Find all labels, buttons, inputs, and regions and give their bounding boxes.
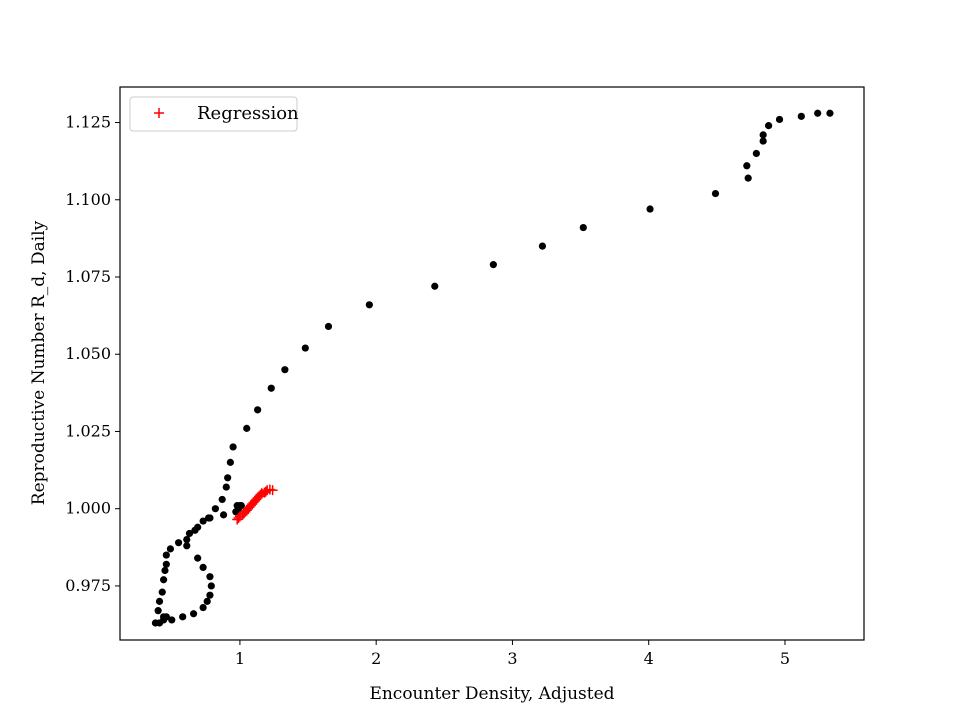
y-tick-label: 0.975 <box>65 576 111 595</box>
data-point <box>211 505 219 513</box>
data-point <box>229 443 237 451</box>
data-point <box>814 109 822 117</box>
data-point <box>199 517 207 525</box>
data-point <box>301 344 309 352</box>
regression-point <box>255 489 266 500</box>
data-point <box>161 566 169 575</box>
x-axis-ticks: 1 2 3 4 5 <box>235 640 790 668</box>
y-tick-label: 1.025 <box>65 421 111 440</box>
x-tick-label: 3 <box>507 649 517 668</box>
legend-box <box>129 96 298 132</box>
regression-point <box>260 486 271 497</box>
data-point <box>243 424 251 432</box>
data-point <box>154 607 162 615</box>
legend: Regression <box>129 96 299 132</box>
data-point <box>579 223 587 232</box>
data-point <box>431 282 439 290</box>
y-tick-label: 1.100 <box>65 190 111 209</box>
legend-plus-marker <box>154 108 164 118</box>
data-point <box>765 122 773 130</box>
data-point <box>189 610 198 618</box>
data-point <box>233 502 241 510</box>
data-point <box>538 242 547 250</box>
x-tick-label: 1 <box>235 649 245 668</box>
data-point <box>797 112 805 120</box>
data-point <box>743 162 751 170</box>
data-point <box>203 597 211 605</box>
legend-plus <box>154 108 164 118</box>
x-axis-label: Encounter Density, Adjusted <box>369 684 614 704</box>
data-point <box>365 301 373 309</box>
data-point <box>646 205 654 213</box>
data-points <box>151 109 834 627</box>
legend-label: Regression <box>197 103 299 124</box>
data-point <box>206 514 214 522</box>
data-point <box>324 322 333 331</box>
data-point <box>711 189 720 198</box>
data-point <box>199 603 207 612</box>
y-tick-label: 1.000 <box>65 499 111 518</box>
data-point <box>224 474 232 482</box>
data-point <box>168 616 176 624</box>
data-point <box>206 573 214 581</box>
x-tick-label: 4 <box>644 649 654 668</box>
data-point <box>254 406 262 414</box>
data-point <box>191 526 199 534</box>
data-point <box>162 560 170 568</box>
data-point <box>194 554 202 562</box>
data-point <box>207 582 215 590</box>
y-axis-ticks: 0.975 1.000 1.025 1.050 1.075 1.100 1.125 <box>65 113 120 595</box>
data-point <box>160 576 168 584</box>
data-point <box>199 563 207 571</box>
x-tick-label: 2 <box>371 649 381 668</box>
data-point <box>222 483 230 491</box>
data-point <box>267 384 275 392</box>
data-point <box>158 588 166 596</box>
data-point <box>826 109 834 117</box>
data-point <box>160 613 168 621</box>
y-axis-label: Reproductive Number R_d, Daily <box>29 220 49 505</box>
plot-frame <box>119 86 865 641</box>
data-point <box>219 511 228 519</box>
y-tick-label: 1.050 <box>65 344 111 363</box>
data-point <box>183 542 191 550</box>
data-point <box>218 495 226 504</box>
data-point <box>166 545 175 553</box>
data-point <box>185 529 194 538</box>
data-point <box>155 597 164 605</box>
data-point <box>226 458 234 466</box>
data-point <box>489 261 497 269</box>
y-tick-label: 1.125 <box>65 113 111 132</box>
data-point <box>759 137 767 145</box>
data-point <box>174 539 183 547</box>
data-point <box>183 535 191 544</box>
data-point <box>179 613 187 621</box>
plot-area <box>120 87 864 640</box>
data-point <box>752 149 760 158</box>
data-point <box>744 174 752 182</box>
y-tick-label: 1.075 <box>65 267 111 286</box>
data-point <box>775 115 784 124</box>
data-point <box>206 591 214 599</box>
data-point <box>162 551 170 559</box>
regression-point <box>267 485 278 496</box>
data-point <box>281 366 289 374</box>
x-tick-label: 5 <box>780 649 790 668</box>
data-point <box>759 131 767 139</box>
